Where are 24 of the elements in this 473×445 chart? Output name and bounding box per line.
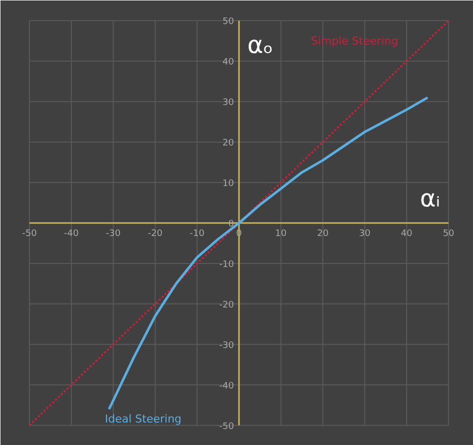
y-tick-label: -40 (219, 381, 234, 392)
x-axis-title: αᵢ (420, 184, 440, 213)
x-tick-label: -50 (22, 229, 38, 239)
y-tick-label: 30 (222, 98, 234, 108)
y-tick-label: 40 (222, 58, 234, 68)
series-label: Ideal Steering (104, 412, 182, 426)
x-tick-label: -40 (64, 229, 79, 239)
y-tick-label: 20 (222, 138, 234, 149)
x-tick-label: 30 (359, 229, 371, 239)
y-tick-label: -10 (219, 260, 234, 270)
x-tick-label: -20 (148, 229, 163, 239)
series-label: Simple Steering (310, 34, 398, 48)
x-tick-label: 10 (275, 229, 287, 239)
x-tick-label: 40 (400, 229, 413, 239)
x-tick-label: -30 (106, 229, 121, 239)
y-tick-label: 50 (222, 17, 234, 28)
x-tick-label: 50 (442, 229, 455, 239)
y-tick-label: -20 (219, 300, 234, 310)
y-tick-label: -50 (219, 422, 234, 432)
y-tick-label: -30 (219, 340, 234, 351)
y-tick-label: 10 (222, 179, 234, 190)
y-axis-title: αₒ (247, 30, 274, 59)
x-tick-label: 20 (317, 229, 329, 239)
x-tick-label: -10 (190, 229, 205, 239)
